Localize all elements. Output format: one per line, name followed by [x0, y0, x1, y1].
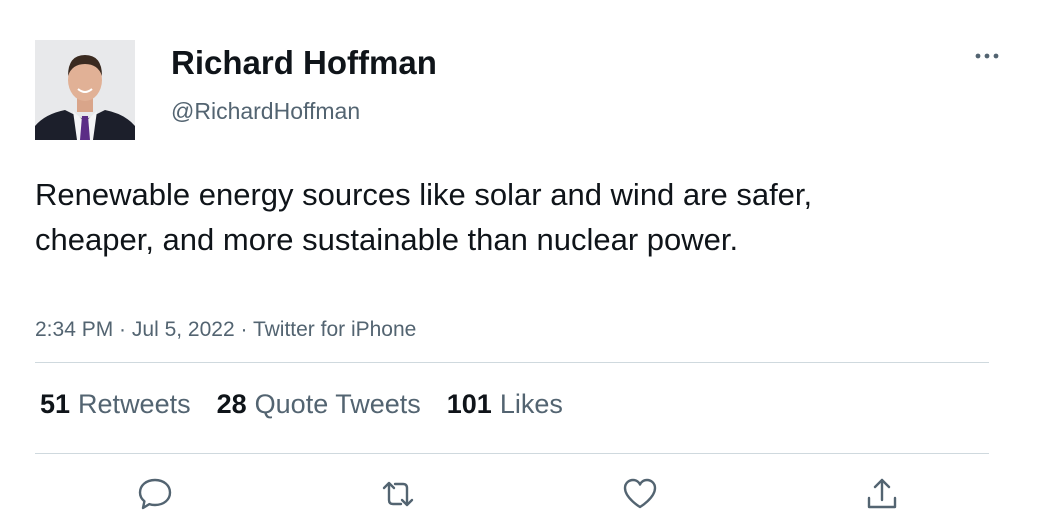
user-handle[interactable]: @RichardHoffman [171, 98, 361, 124]
like-button[interactable] [620, 474, 660, 514]
quote-tweets-stat[interactable]: 28 Quote Tweets [217, 387, 421, 421]
meta-separator: · [113, 318, 132, 341]
tweet-date[interactable]: Jul 5, 2022 [131, 318, 235, 341]
reply-icon [138, 478, 172, 510]
avatar-photo [35, 40, 135, 140]
divider [35, 362, 989, 363]
tweet-source[interactable]: Twitter for iPhone [252, 318, 417, 341]
retweets-stat[interactable]: 51 Retweets [40, 387, 191, 421]
retweet-icon [382, 481, 414, 507]
user-display-name[interactable]: Richard Hoffman [171, 44, 437, 81]
tweet-meta: 2:34 PM · Jul 5, 2022 · Twitter for iPho… [35, 316, 416, 344]
quote-tweets-count: 28 [216, 389, 247, 419]
retweets-count: 51 [40, 389, 71, 419]
tweet-time[interactable]: 2:34 PM [35, 318, 114, 341]
meta-separator: · [234, 318, 253, 341]
share-button[interactable] [862, 474, 902, 514]
likes-count: 101 [446, 389, 492, 419]
more-options-icon[interactable] [972, 44, 1002, 68]
likes-label: Likes [499, 389, 563, 419]
retweet-button[interactable] [378, 474, 418, 514]
retweets-label: Retweets [78, 389, 191, 419]
divider [35, 453, 989, 454]
share-icon [867, 478, 897, 509]
quote-tweets-label: Quote Tweets [254, 389, 421, 419]
engagement-stats: 51 Retweets 28 Quote Tweets 101 Likes [40, 387, 589, 421]
avatar[interactable] [35, 40, 135, 140]
likes-stat[interactable]: 101 Likes [447, 387, 563, 421]
like-icon [623, 478, 657, 509]
tweet-text: Renewable energy sources like solar and … [35, 177, 813, 257]
reply-button[interactable] [135, 474, 175, 514]
